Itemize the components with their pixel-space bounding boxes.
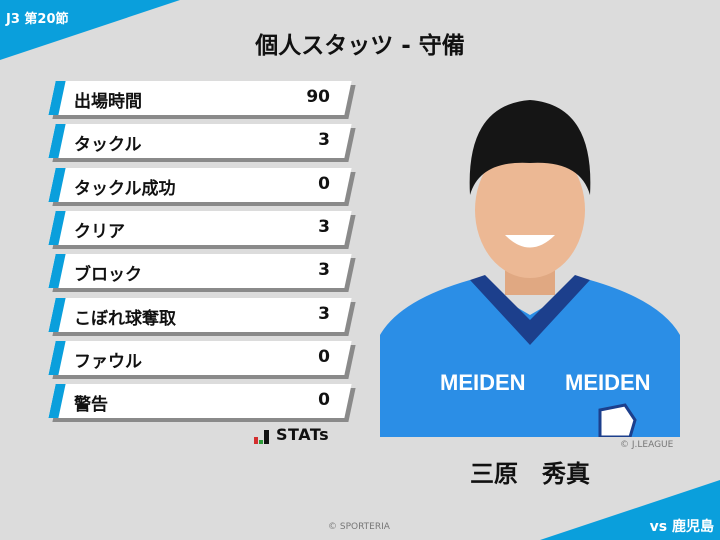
- opponent-label: vs 鹿児島: [649, 519, 714, 535]
- stat-row: ブロック 3: [48, 254, 356, 293]
- stat-row: こぼれ球奪取 3: [48, 297, 356, 336]
- footer-credit: © SPORTERIA: [328, 522, 390, 532]
- row-accent: [48, 254, 66, 289]
- stat-value: 0: [318, 173, 330, 194]
- row-accent: [48, 210, 66, 245]
- stat-label: ファウル: [74, 351, 142, 372]
- shirt-sponsor-left: MEIDEN: [440, 370, 526, 395]
- stat-value: 0: [318, 346, 330, 367]
- row-accent: [48, 124, 66, 159]
- stat-label: ブロック: [74, 265, 142, 286]
- row-accent: [48, 384, 66, 419]
- stat-label: 出場時間: [74, 92, 142, 112]
- stat-value: 3: [318, 130, 330, 151]
- round-label: J3 第20節: [6, 12, 69, 27]
- stat-row: タックル 3: [48, 124, 356, 163]
- player-name: 三原 秀真: [470, 460, 590, 488]
- row-accent: [48, 340, 66, 375]
- stat-label: こぼれ球奪取: [74, 308, 176, 329]
- stat-value: 3: [318, 260, 330, 281]
- row-accent: [48, 81, 66, 115]
- stat-value: 90: [306, 87, 330, 107]
- photo-credit: © J.LEAGUE: [620, 440, 674, 450]
- stat-label: タックル: [74, 135, 142, 156]
- row-accent: [48, 167, 66, 202]
- stat-row: タックル成功 0: [48, 167, 356, 206]
- stat-value: 3: [318, 216, 330, 237]
- stat-label: クリア: [74, 221, 125, 242]
- stat-value: 3: [318, 303, 330, 324]
- stat-value: 0: [318, 390, 330, 411]
- stat-row: ファウル 0: [48, 340, 356, 379]
- stat-row: クリア 3: [48, 210, 356, 249]
- page-title: 個人スタッツ - 守備: [255, 33, 465, 59]
- stat-label: 警告: [74, 395, 108, 416]
- stats-logo: STATs: [254, 425, 329, 444]
- row-accent: [48, 297, 66, 332]
- shirt-sponsor-right: MEIDEN: [565, 370, 651, 395]
- stat-row: 警告 0: [48, 384, 356, 423]
- stat-row: 出場時間 90: [48, 81, 356, 119]
- stats-bars-icon: [254, 430, 269, 444]
- stat-label: タックル成功: [74, 178, 176, 199]
- player-photo: MEIDEN MEIDEN: [380, 75, 680, 437]
